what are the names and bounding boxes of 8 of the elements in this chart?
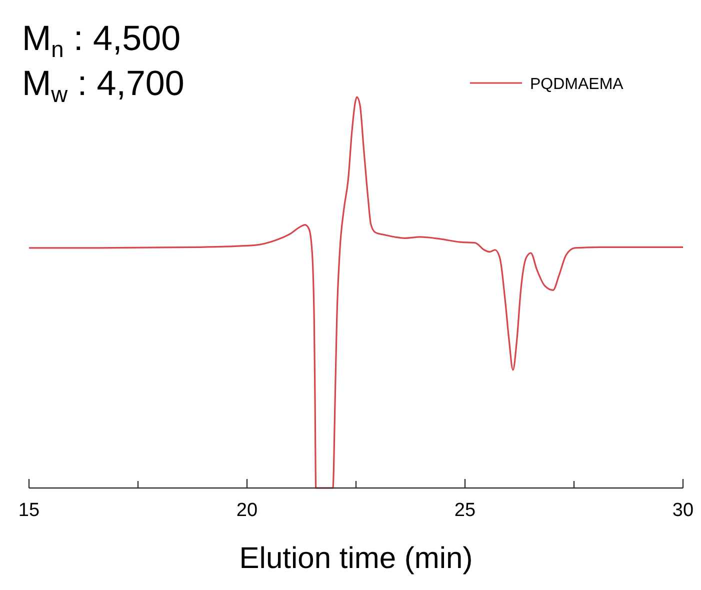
x-tick-label: 25 xyxy=(454,500,476,521)
text: M$_{n}$ : 4,500 xyxy=(22,19,181,62)
x-tick-label: 30 xyxy=(672,500,694,521)
x-tick-label: 20 xyxy=(236,500,258,521)
x-tick-label: 15 xyxy=(18,500,40,521)
annotation: M$_{w}$ : 4,700 xyxy=(22,64,184,107)
legend-label: PQDMAEMA xyxy=(530,76,624,93)
x-axis-title: Elution time (min) xyxy=(239,542,473,575)
